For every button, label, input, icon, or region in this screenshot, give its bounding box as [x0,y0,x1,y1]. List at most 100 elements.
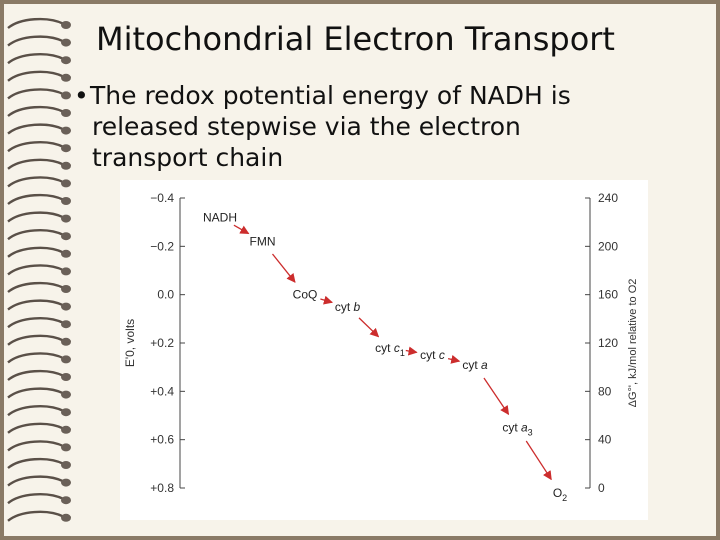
spiral-ring [7,211,65,223]
spiral-hole [61,214,71,223]
spiral-hole [61,56,71,65]
spiral-hole [61,425,71,434]
spiral-ring [7,123,65,135]
spiral-hole [61,197,71,205]
carrier-label: CoQ [293,288,318,302]
carrier-label: cyt a3 [502,421,532,438]
spiral-hole [61,408,71,417]
spiral-hole [61,161,71,170]
electron-transfer-arrow [233,224,250,235]
electron-transfer-arrow [483,377,510,416]
carrier-label: NADH [203,210,237,224]
carrier-label: cyt c [420,348,445,362]
spiral-ring [7,158,65,170]
spiral-ring [7,176,65,188]
spiral-hole [61,285,71,293]
spiral-ring [7,141,65,153]
spiral-ring [7,17,65,29]
notebook-spiral [7,17,71,522]
spiral-hole [61,232,71,241]
left-tick-label: +0.8 [150,481,174,495]
right-tick-label: 240 [598,191,618,205]
spiral-hole [61,496,71,505]
right-axis-label: ΔG°', kJ/mol relative to O2 [627,279,639,408]
spiral-hole [61,267,71,276]
spiral-ring [7,369,65,381]
spiral-ring [7,88,65,100]
left-tick-label: +0.4 [150,384,174,398]
spiral-ring [7,334,65,346]
carrier-label: cyt c1 [375,341,405,358]
left-axis-label: E'0, volts [123,319,137,367]
spiral-hole [61,443,71,452]
spiral-ring [7,317,65,329]
right-tick-label: 160 [598,288,618,302]
left-tick-label: +0.6 [150,433,174,447]
right-tick-label: 200 [598,239,618,253]
right-tick-label: 80 [598,384,612,398]
spiral-ring [7,510,65,522]
electron-transfer-arrow [447,354,461,364]
left-tick-label: 0.0 [157,288,174,302]
carrier-label: O2 [553,486,567,503]
slide-title: Mitochondrial Electron Transport [96,20,615,58]
spiral-hole [61,373,71,381]
spiral-ring [7,440,65,452]
bullet-text-line2: released stepwise via the electron [92,112,521,141]
spiral-hole [61,126,71,135]
bullet-point: •The redox potential energy of NADH is r… [74,80,694,173]
spiral-ring [7,405,65,417]
spiral-hole [61,21,71,29]
carrier-label: FMN [250,235,276,249]
spiral-hole [61,91,71,100]
spiral-hole [61,337,71,346]
spiral-hole [61,109,71,117]
right-tick-label: 0 [598,481,605,495]
spiral-hole [61,38,71,47]
left-tick-label: +0.2 [150,336,174,350]
spiral-ring [7,35,65,47]
spiral-ring [7,299,65,311]
spiral-ring [7,105,65,117]
carrier-label: cyt b [335,300,361,314]
redox-potential-chart: −0.4 −0.2 0.0 +0.2 +0.4 +0.6 +0.8 240 200 160 120 8… [123,191,639,503]
spiral-hole [61,320,71,329]
right-tick-label: 40 [598,433,612,447]
spiral-ring [7,264,65,276]
spiral-ring [7,70,65,82]
left-tick-label: −0.2 [150,239,174,253]
spiral-hole [61,390,71,399]
spiral-ring [7,246,65,258]
carrier-label: cyt a [462,358,488,372]
spiral-ring [7,229,65,241]
electron-transfer-arrow [320,295,333,305]
spiral-hole [61,73,71,82]
spiral-ring [7,457,65,469]
spiral-hole [61,355,71,364]
spiral-hole [61,302,71,311]
electron-transfer-arrow [405,346,418,356]
electron-transfer-arrow [271,253,296,283]
spiral-ring [7,422,65,434]
spiral-ring [7,387,65,399]
spiral-hole [61,144,71,153]
spiral-hole [61,179,71,188]
spiral-hole [61,513,71,522]
spiral-ring [7,53,65,65]
spiral-ring [7,493,65,505]
bullet-text-line3: transport chain [92,143,284,172]
right-tick-label: 120 [598,336,618,350]
electron-transfer-arrow [358,317,380,338]
spiral-hole [61,461,71,469]
left-tick-label: −0.4 [150,191,174,205]
spiral-ring [7,475,65,487]
electron-transfer-arrow [525,440,552,481]
bullet-symbol: • [74,81,89,110]
spiral-hole [61,249,71,258]
bullet-text-line1: The redox potential energy of NADH is [90,81,571,110]
spiral-hole [61,478,71,487]
spiral-ring [7,281,65,293]
spiral-ring [7,352,65,364]
electron-transport-figure: −0.4 −0.2 0.0 +0.2 +0.4 +0.6 +0.8 240 200 160 120 8… [120,180,648,520]
spiral-ring [7,193,65,205]
